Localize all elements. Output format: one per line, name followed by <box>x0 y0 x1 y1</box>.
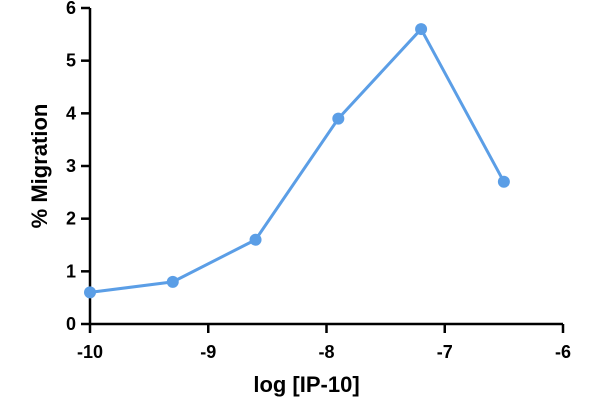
y-tick-label: 3 <box>66 156 76 176</box>
x-tick-label: -6 <box>555 342 571 362</box>
data-point <box>249 233 262 246</box>
x-tick-label: -8 <box>318 342 334 362</box>
y-tick-label: 6 <box>66 0 76 18</box>
y-tick-label: 5 <box>66 51 76 71</box>
series-layer <box>84 23 510 299</box>
data-point <box>166 275 179 288</box>
series-line <box>89 27 506 294</box>
x-axis-ticks: -10 -9 -8 -7 -6 <box>77 324 571 362</box>
x-tick-label: -10 <box>77 342 103 362</box>
x-axis-title: log [IP-10] <box>253 372 359 397</box>
y-tick-label: 4 <box>66 103 76 123</box>
data-point <box>415 23 428 36</box>
data-point <box>497 175 510 188</box>
y-tick-label: 0 <box>66 314 76 334</box>
data-point <box>84 286 96 299</box>
y-tick-label: 2 <box>66 209 76 229</box>
x-tick-label: -9 <box>200 342 216 362</box>
y-axis-title: % Migration <box>27 104 52 229</box>
x-tick-label: -7 <box>437 342 453 362</box>
y-tick-label: 1 <box>66 261 76 281</box>
y-axis-ticks: 0 1 2 3 4 5 6 <box>66 0 90 334</box>
data-point <box>332 112 345 125</box>
